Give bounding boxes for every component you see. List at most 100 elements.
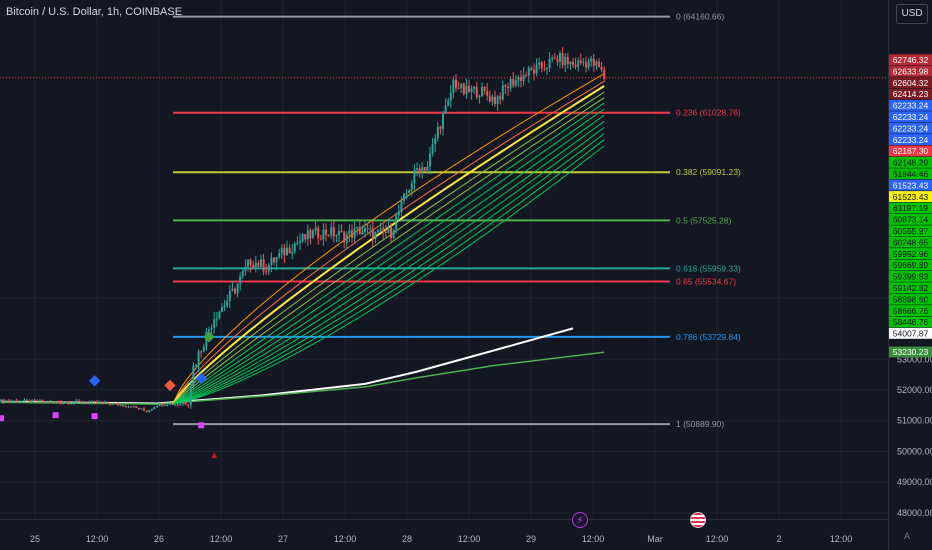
price-scale-label: 61844.46 [893,169,929,179]
price-scale-label-box [889,77,932,88]
candle-body [122,404,125,407]
candle-body [579,60,582,64]
us-flag-icon[interactable] [690,512,706,528]
candle-body [561,53,564,66]
candle-body [447,100,450,106]
candle-body [405,193,408,195]
candle-body [475,86,478,98]
candle-body [465,85,468,95]
candle-body [280,247,283,253]
candle-body [0,399,2,401]
candle-body [236,283,239,294]
auto-scale-button[interactable]: A [904,531,911,541]
candle-body [20,401,23,403]
candle-body [592,58,595,66]
price-scale-label: 54007.87 [893,329,929,339]
price-scale-label: 59669.89 [893,260,929,270]
price-scale-label: 62233.24 [893,123,929,133]
candle-body [403,193,405,201]
candle-body [153,407,156,409]
candle-body [31,399,34,403]
price-scale-label: 53230.23 [893,347,929,357]
price-scale-label-box [889,213,932,225]
candle-body [239,276,242,284]
candle-body [275,257,278,263]
candle-body [421,167,424,174]
candle-body [470,88,473,93]
candle-body [145,410,148,413]
candle-body [309,230,312,239]
price-scale-label: 62414.23 [893,89,929,99]
candle-body [509,79,512,89]
time-tick-label: Mar [647,534,663,544]
candle-body [124,406,127,408]
candle-body [221,307,223,312]
time-axis: 25 12:00 26 12:00 27 12:00 28 12:00 29 12:00 Mar 12… [30,534,852,544]
candle-body [218,311,221,319]
price-scale-label: 60555.97 [893,226,929,236]
candle-body [434,138,437,145]
candle-body [208,329,210,332]
candle-body [327,234,330,236]
candle-body [200,351,203,353]
time-tick-label: 29 [526,534,536,544]
candle-body [517,77,520,81]
candle-body [345,234,348,243]
candle-body [189,386,192,405]
candle-body [488,95,491,102]
candle-body [423,167,426,171]
candle-body [83,402,86,404]
price-scale-label: 59142.82 [893,283,929,293]
candle-body [353,228,356,238]
candle-body [140,408,143,410]
candle-body [169,403,171,405]
price-scale-label: 62233.24 [893,101,929,111]
flash-icon[interactable]: ⚡ [572,512,588,528]
candle-body [483,86,486,91]
candle-body [585,62,587,68]
candle-body [546,68,548,70]
price-scale-label: 62233.24 [893,135,929,145]
candle-body [520,77,522,81]
candle-body [28,400,31,403]
fib-label: 0.236 (61028.76) [676,108,741,118]
price-scale-label-box [889,202,932,214]
candle-body [283,247,286,256]
time-tick-label: 12:00 [86,534,109,544]
price-scale-label-box [889,305,932,316]
candle-body [215,318,218,320]
price-scale-label-box [889,346,932,358]
candle-body [598,61,600,67]
price-scale-label-box [889,179,932,191]
square-marker [91,413,98,420]
candle-body [176,404,179,406]
candle-body [325,229,327,235]
candle-body [59,402,62,404]
candle-body [481,86,483,96]
candle-body [501,85,504,100]
candle-body [569,61,572,65]
candle-body [273,257,275,263]
ribbon-line [172,102,605,405]
diamond-marker [164,379,176,392]
candle-body [535,64,538,74]
price-scale-label: 62148.29 [893,158,929,168]
candle-body [444,105,447,114]
candle-body [143,408,145,411]
candle-body [10,401,13,403]
price-scale-label-box [889,134,932,145]
ribbon-line [171,85,605,405]
time-tick-label: 12:00 [210,534,233,544]
ribbon-line [172,108,605,405]
candle-body [262,259,265,272]
candle-body [330,227,333,236]
candle-body [197,351,200,365]
candle-body [52,400,54,402]
price-scale-label: 61523.43 [893,192,929,202]
candle-body [431,144,434,154]
candle-body [111,403,114,405]
candle-body [577,60,580,67]
currency-button[interactable]: USD [896,4,928,24]
